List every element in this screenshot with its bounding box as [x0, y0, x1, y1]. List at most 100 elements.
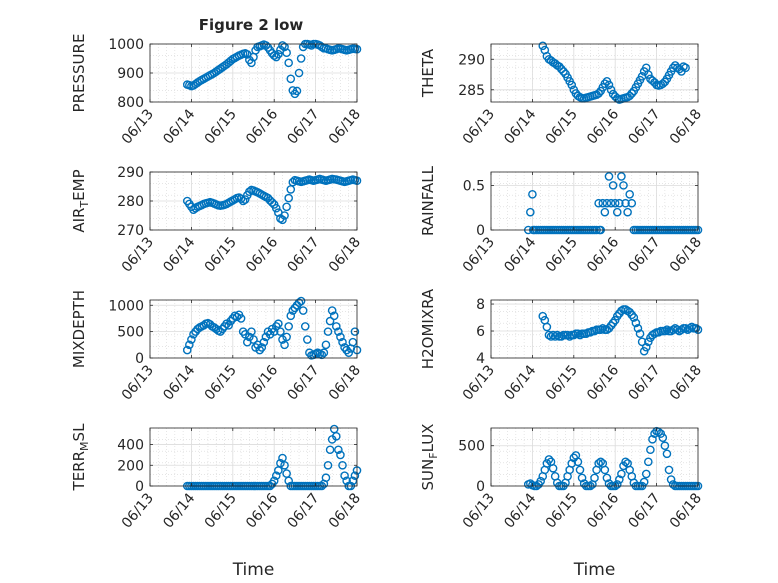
data-point — [284, 193, 293, 203]
data-point — [528, 190, 537, 199]
data-point — [280, 42, 289, 52]
y-tick-label: 280 — [117, 194, 144, 210]
data-point — [641, 342, 651, 352]
data-point — [619, 181, 628, 190]
data-point — [274, 49, 283, 59]
x-tick-label: 06/13 — [119, 106, 157, 147]
x-tick-label: 06/14 — [160, 106, 198, 147]
data-point — [635, 329, 645, 339]
subplot-5: 0 500 1000 06/13 06/14 06/15 06/16 06/17 06/18 MI… — [70, 290, 364, 404]
x-tick-label: 06/16 — [584, 234, 622, 275]
y-tick-label: 900 — [117, 66, 144, 82]
x-tick-label: 06/18 — [326, 234, 364, 275]
data-point — [573, 457, 583, 467]
data-point — [317, 350, 327, 360]
x-tick-label: 06/16 — [243, 362, 281, 403]
data-point — [608, 181, 618, 190]
x-tick-label: 06/14 — [160, 490, 198, 531]
data-point — [610, 198, 620, 208]
x-tick-label: 06/14 — [160, 234, 198, 275]
data-point — [536, 476, 545, 486]
data-point — [664, 465, 674, 475]
y-tick-label: 0 — [476, 479, 485, 495]
data-point — [282, 202, 291, 212]
data-point — [677, 325, 686, 334]
data-point — [606, 85, 616, 95]
data-point — [542, 459, 552, 468]
data-point — [288, 177, 298, 187]
data-point — [617, 306, 626, 316]
data-point — [612, 207, 622, 217]
x-tick-label: 06/15 — [202, 362, 240, 403]
y-tick-label: 800 — [117, 95, 144, 111]
data-point — [544, 455, 554, 464]
data-point — [550, 332, 560, 341]
data-point — [615, 475, 624, 484]
data-point — [658, 433, 668, 442]
data-point — [323, 460, 333, 470]
x-tick-label: 06/18 — [326, 362, 364, 403]
y-tick-label: 270 — [117, 223, 144, 239]
data-point — [269, 327, 279, 336]
data-point — [199, 321, 209, 330]
data-point — [546, 332, 556, 341]
data-point — [342, 476, 351, 486]
subplot-3: 270 280 290 06/13 06/14 06/15 06/16 06/17 06/18 A… — [70, 165, 364, 275]
x-tick-label: 06/13 — [460, 234, 498, 275]
data-point — [327, 306, 337, 315]
x-tick-label: 06/17 — [625, 234, 663, 275]
y-tick-label: 285 — [458, 83, 485, 99]
subplot-2: 285 290 06/13 06/14 06/15 06/16 06/17 06/18 THET… — [419, 41, 705, 147]
y-tick-label: 290 — [117, 165, 144, 181]
x-tick-label: 06/16 — [584, 490, 622, 531]
x-tick-label: 06/16 — [584, 106, 622, 147]
data-point — [294, 298, 304, 307]
data-point — [644, 70, 653, 79]
data-point — [338, 460, 347, 470]
data-point — [331, 431, 341, 441]
data-point — [344, 348, 354, 358]
y-tick-label: 1000 — [108, 37, 144, 53]
x-tick-label: 06/14 — [501, 234, 539, 275]
x-tick-label: 06/15 — [202, 490, 240, 531]
data-point — [639, 346, 649, 356]
data-point — [238, 196, 248, 206]
y-axis-label: MIXDEPTH — [70, 290, 88, 368]
grid — [490, 171, 699, 231]
x-tick-label: 06/17 — [284, 106, 322, 147]
data-point — [563, 330, 572, 340]
x-tick-label: 06/13 — [460, 106, 498, 147]
data-point — [286, 74, 296, 84]
data-point — [598, 198, 608, 208]
data-point — [334, 445, 343, 455]
y-tick-label: 0 — [135, 351, 144, 367]
data-point — [334, 327, 343, 336]
y-tick-label: 1000 — [108, 298, 144, 314]
y-axis-label: AIRTEMP — [70, 169, 91, 232]
x-tick-label: 06/14 — [501, 362, 539, 403]
y-tick-label: 500 — [117, 325, 144, 341]
data-point — [278, 215, 287, 225]
y-tick-label: 4 — [476, 351, 485, 367]
series-markers — [182, 296, 362, 360]
x-tick-label: 06/15 — [543, 490, 581, 531]
data-point — [600, 207, 610, 217]
data-point — [575, 330, 585, 340]
y-axis-label: TERRMSL — [70, 423, 91, 492]
data-point — [654, 328, 663, 337]
data-point — [631, 318, 641, 328]
x-axis-label: Time — [232, 560, 275, 580]
x-tick-label: 06/17 — [625, 362, 663, 403]
series-markers — [538, 41, 690, 104]
data-point — [662, 449, 672, 459]
data-point — [660, 326, 670, 336]
data-point — [625, 190, 634, 199]
x-tick-label: 06/14 — [160, 362, 198, 403]
data-point — [340, 471, 349, 480]
data-point — [627, 89, 637, 98]
data-point — [612, 480, 622, 489]
axes-box — [490, 299, 699, 359]
data-point — [606, 198, 616, 208]
data-point — [259, 337, 269, 347]
data-point — [594, 89, 603, 98]
